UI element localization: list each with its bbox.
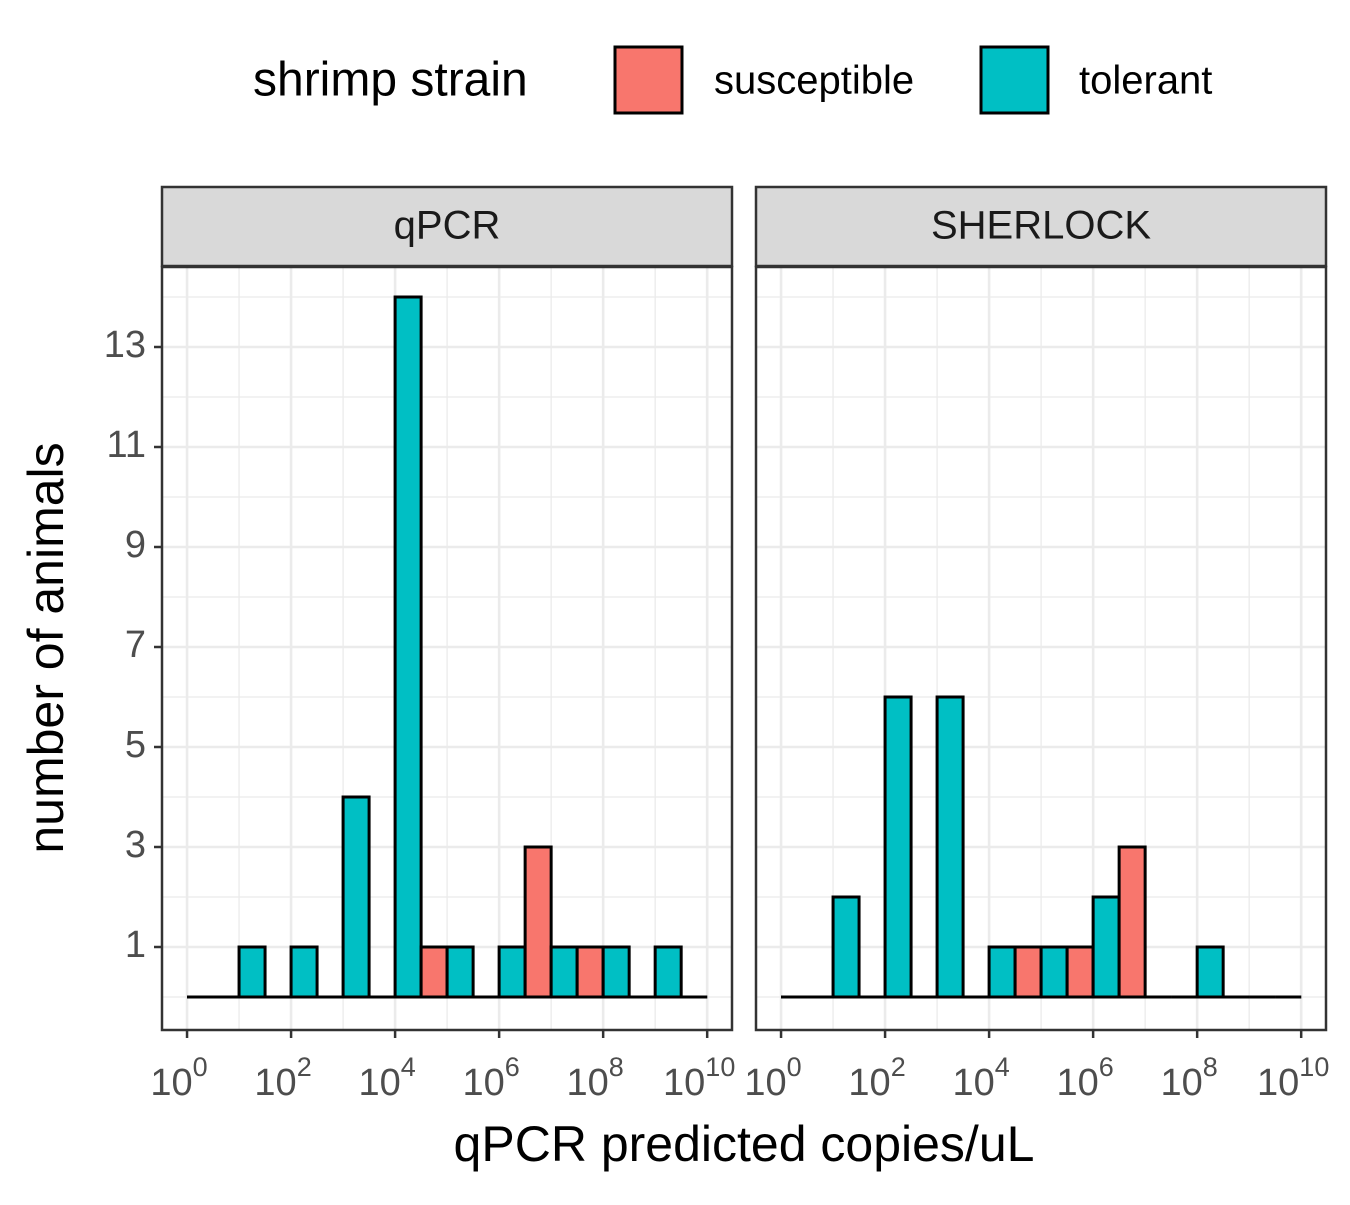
bar — [831, 895, 861, 999]
x-tick-exponent: 0 — [193, 1052, 208, 1082]
x-tick-exponent: 6 — [505, 1052, 520, 1082]
bar — [1117, 845, 1147, 999]
x-tick-exponent: 8 — [1203, 1052, 1218, 1082]
x-tick-label: 1010 — [663, 1052, 735, 1104]
strip-label: qPCR — [394, 204, 501, 248]
y-tick-label: 9 — [125, 524, 146, 566]
x-tick-exponent: 4 — [401, 1052, 416, 1082]
bar — [1013, 945, 1043, 999]
y-tick-label: 13 — [104, 324, 146, 366]
x-tick-exponent: 0 — [787, 1052, 802, 1082]
x-tick-base: 10 — [663, 1062, 705, 1104]
y-tick-label: 3 — [125, 824, 146, 866]
bar — [987, 945, 1017, 999]
x-tick-exponent: 10 — [705, 1052, 735, 1082]
x-tick-base: 10 — [358, 1062, 400, 1104]
x-tick-base: 10 — [566, 1062, 608, 1104]
legend-title: shrimp strain — [253, 54, 528, 107]
x-tick-label: 100 — [744, 1052, 801, 1104]
bar — [1065, 945, 1095, 999]
bar — [393, 295, 423, 999]
x-tick-exponent: 2 — [297, 1052, 312, 1082]
y-tick-label: 7 — [125, 624, 146, 666]
y-axis-title: number of animals — [18, 442, 74, 853]
x-tick-label: 102 — [848, 1052, 905, 1104]
bar — [653, 945, 683, 999]
x-tick-label: 104 — [358, 1052, 415, 1104]
x-tick-exponent: 2 — [891, 1052, 906, 1082]
y-tick-label: 1 — [125, 924, 146, 966]
legend-label: susceptible — [714, 59, 914, 103]
x-tick-label: 104 — [952, 1052, 1009, 1104]
bar — [523, 845, 553, 999]
bar — [445, 945, 475, 999]
x-tick-label: 106 — [462, 1052, 519, 1104]
x-tick-label: 102 — [254, 1052, 311, 1104]
x-tick-label: 106 — [1056, 1052, 1113, 1104]
x-tick-exponent: 4 — [995, 1052, 1010, 1082]
bar — [601, 945, 631, 999]
bar — [289, 945, 319, 999]
x-tick-label: 108 — [1160, 1052, 1217, 1104]
legend-key — [979, 45, 1050, 115]
strip-label: SHERLOCK — [931, 204, 1151, 248]
bar — [237, 945, 267, 999]
bar — [341, 795, 371, 999]
x-tick-base: 10 — [1160, 1062, 1202, 1104]
x-tick-base: 10 — [848, 1062, 890, 1104]
x-tick-label: 108 — [566, 1052, 623, 1104]
x-tick-base: 10 — [150, 1062, 192, 1104]
bar — [1091, 895, 1121, 999]
bar — [549, 945, 579, 999]
y-tick-label: 11 — [107, 424, 146, 466]
bar — [1039, 945, 1069, 999]
bar — [935, 695, 965, 999]
bar — [1195, 945, 1225, 999]
bar — [419, 945, 449, 999]
x-tick-exponent: 10 — [1299, 1052, 1329, 1082]
legend-label: tolerant — [1079, 59, 1212, 103]
x-tick-label: 1010 — [1257, 1052, 1329, 1104]
strip — [160, 185, 734, 268]
x-tick-base: 10 — [744, 1062, 786, 1104]
x-tick-base: 10 — [462, 1062, 504, 1104]
legend-key — [613, 45, 684, 115]
x-tick-base: 10 — [1056, 1062, 1098, 1104]
x-tick-exponent: 6 — [1099, 1052, 1114, 1082]
x-tick-base: 10 — [254, 1062, 296, 1104]
bar — [883, 695, 913, 999]
x-tick-label: 100 — [150, 1052, 207, 1104]
bar — [497, 945, 527, 999]
x-tick-base: 10 — [1257, 1062, 1299, 1104]
x-tick-base: 10 — [952, 1062, 994, 1104]
bar — [575, 945, 605, 999]
x-axis-title: qPCR predicted copies/uL — [454, 1116, 1035, 1172]
strip — [754, 185, 1328, 268]
x-tick-exponent: 8 — [609, 1052, 624, 1082]
y-tick-label: 5 — [125, 724, 146, 766]
